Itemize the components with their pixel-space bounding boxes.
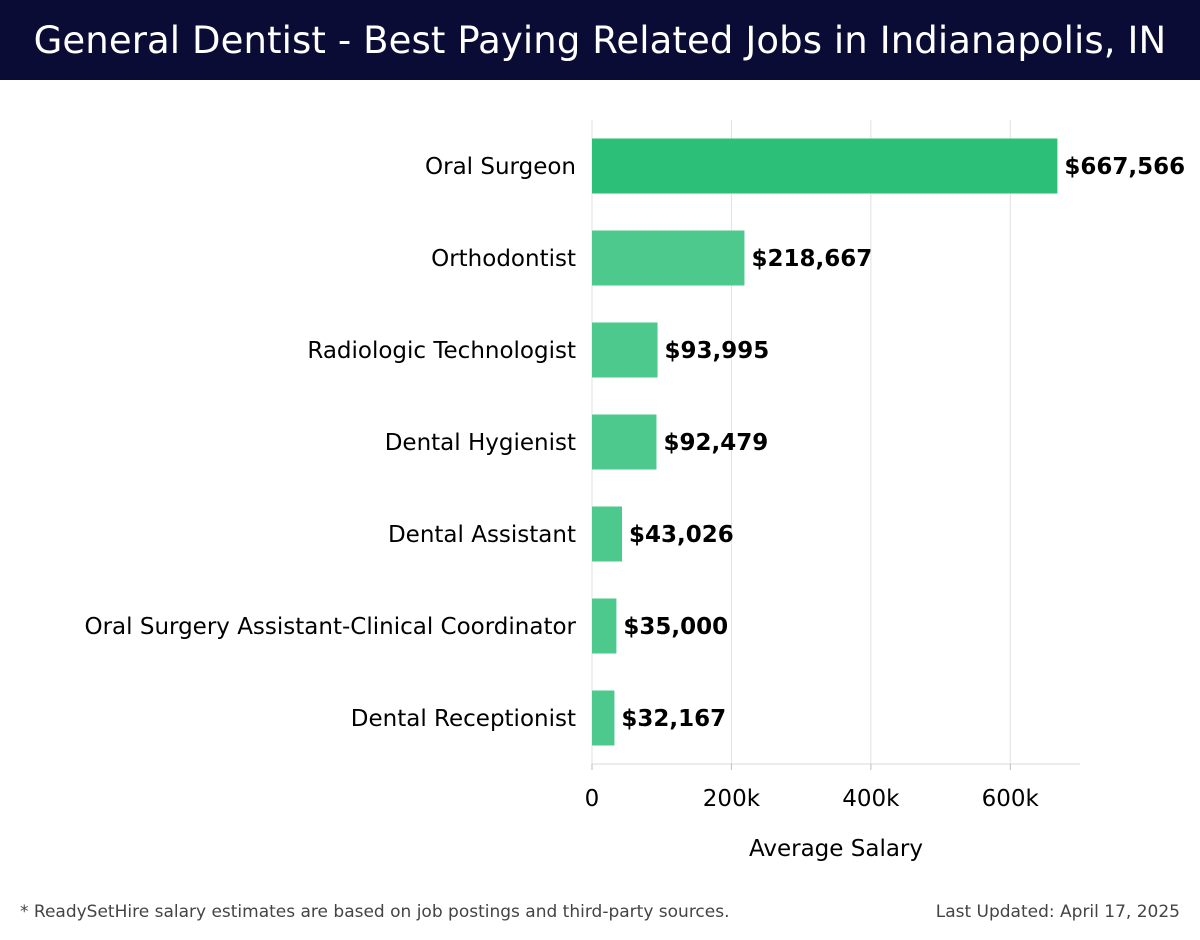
x-tick-label: 0 bbox=[585, 786, 600, 812]
salary-bar-chart: 0 200k 400k 600k Average Salary Oral Surgeon $… bbox=[84, 120, 1185, 862]
category-label: Oral Surgery Assistant-Clinical Coordina… bbox=[84, 614, 576, 640]
value-label: $667,566 bbox=[1064, 154, 1185, 180]
value-label: $93,995 bbox=[665, 338, 770, 364]
chart-title: General Dentist - Best Paying Related Jo… bbox=[33, 18, 1167, 62]
bar-oral-surgeon bbox=[592, 138, 1058, 194]
footnote: * ReadySetHire salary estimates are base… bbox=[20, 902, 730, 922]
bar-orthodontist bbox=[592, 230, 745, 286]
x-axis-title: Average Salary bbox=[749, 836, 923, 862]
bars bbox=[592, 138, 1058, 746]
bar-dental-assistant bbox=[592, 506, 622, 562]
category-label: Oral Surgeon bbox=[425, 154, 576, 180]
category-label: Dental Receptionist bbox=[351, 706, 576, 732]
bar-oral-surgery-assistant-clinical-coordinator bbox=[592, 598, 617, 654]
labels: 0 200k 400k 600k Average Salary Oral Surgeon $… bbox=[84, 154, 1185, 862]
value-label: $43,026 bbox=[629, 522, 734, 548]
last-updated: Last Updated: April 17, 2025 bbox=[935, 902, 1180, 922]
bar-dental-hygienist bbox=[592, 414, 657, 470]
category-label: Radiologic Technologist bbox=[307, 338, 576, 364]
category-label: Dental Assistant bbox=[388, 522, 576, 548]
x-tick-label: 200k bbox=[703, 786, 761, 812]
category-label: Orthodontist bbox=[431, 246, 576, 272]
value-label: $32,167 bbox=[621, 706, 726, 732]
bar-radiologic-technologist bbox=[592, 322, 658, 378]
bar-dental-receptionist bbox=[592, 690, 615, 746]
x-tick-label: 600k bbox=[982, 786, 1040, 812]
category-label: Dental Hygienist bbox=[385, 430, 576, 456]
value-label: $218,667 bbox=[751, 246, 872, 272]
value-label: $92,479 bbox=[663, 430, 768, 456]
axes bbox=[591, 763, 1080, 770]
chart-header: General Dentist - Best Paying Related Jo… bbox=[0, 0, 1200, 80]
x-tick-label: 400k bbox=[842, 786, 900, 812]
value-label: $35,000 bbox=[623, 614, 728, 640]
